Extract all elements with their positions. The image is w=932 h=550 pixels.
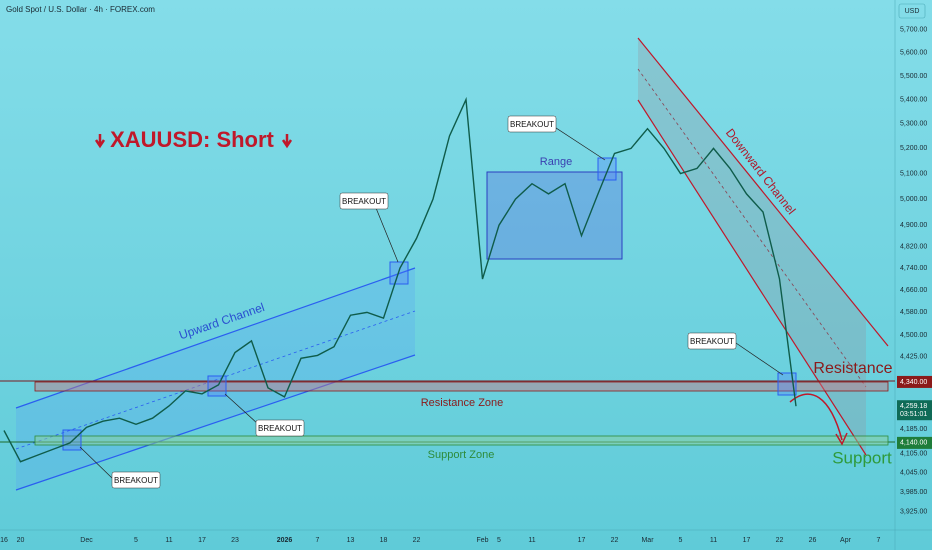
x-tick-label: Dec [80, 537, 93, 544]
x-tick-label: 7 [877, 537, 881, 544]
y-tick-label: 4,185.00 [900, 426, 927, 433]
price-tag [897, 436, 932, 449]
callout-connectors [79, 125, 784, 479]
y-tick-label: 5,000.00 [900, 196, 927, 203]
price-tag [897, 375, 932, 388]
down-arrow-icon [94, 134, 106, 149]
y-tick-label: 3,925.00 [900, 509, 927, 516]
y-tick-label: 5,500.00 [900, 73, 927, 80]
breakout-box [777, 372, 797, 396]
resistance-zone [34, 381, 889, 392]
y-tick-label: 4,660.00 [900, 287, 927, 294]
x-tick-label: 22 [776, 537, 784, 544]
headline: XAUUSD: Short [110, 127, 274, 152]
y-tick-label: 5,600.00 [900, 50, 927, 57]
x-tick-label: 13 [347, 537, 355, 544]
channel-line [15, 354, 416, 491]
x-tick-label: 22 [413, 537, 421, 544]
callout-label: BREAKOUT [342, 197, 386, 206]
x-tick-label: 7 [316, 537, 320, 544]
x-tick-label: Feb [476, 537, 488, 544]
y-tick-label: 4,820.00 [900, 243, 927, 250]
callout-label: BREAKOUT [510, 120, 554, 129]
channel-line [637, 99, 867, 456]
chart-title: Gold Spot / U.S. Dollar · 4h · FOREX.com [6, 5, 155, 14]
x-tick-label: 20 [17, 537, 25, 544]
channel-midline [637, 68, 867, 388]
x-tick-label: 11 [710, 537, 717, 544]
x-tick-label: 18 [380, 537, 388, 544]
y-tick-label: 4,500.00 [900, 332, 927, 339]
price-tag-label: 4,140.00 [900, 440, 927, 447]
x-tick-label: 5 [679, 537, 683, 544]
channel-line [637, 37, 889, 347]
x-tick-label: 17 [578, 537, 586, 544]
callout-label: BREAKOUT [690, 337, 734, 346]
breakout-box [62, 429, 82, 451]
x-tick-label: Mar [641, 537, 654, 544]
x-tick-label: 23 [231, 537, 239, 544]
y-tick-label: 5,300.00 [900, 121, 927, 128]
projection-arrow [789, 393, 843, 441]
zone-label: Resistance Zone [421, 397, 504, 409]
downward-channel-fill [638, 38, 866, 455]
price-tag-label: 4,340.00 [900, 379, 927, 386]
currency-box [898, 3, 926, 19]
support-zone [34, 435, 889, 446]
callout-label: BREAKOUT [258, 424, 302, 433]
callouts [111, 115, 737, 489]
callout-label: BREAKOUT [114, 476, 158, 485]
channel-line [15, 267, 416, 409]
y-tick-label: 4,105.00 [900, 451, 927, 458]
x-tick-label: 2026 [277, 537, 293, 544]
arrow-head [835, 432, 848, 446]
y-tick-label: 5,200.00 [900, 145, 927, 152]
y-tick-label: 4,425.00 [900, 354, 927, 361]
channel-midline [15, 310, 416, 450]
x-tick-label: 26 [809, 537, 817, 544]
x-tick-label: Apr [840, 537, 852, 544]
x-tick-label: 5 [497, 537, 501, 544]
y-tick-label: 4,045.00 [900, 470, 927, 477]
currency: USD [905, 8, 920, 15]
x-tick-label: 22 [611, 537, 619, 544]
down-arrow-icon [281, 134, 293, 149]
range-box [486, 171, 623, 260]
y-tick-label: 4,900.00 [900, 222, 927, 229]
y-tick-label: 4,580.00 [900, 309, 927, 316]
zone-label: Support Zone [428, 449, 495, 461]
x-tick-label: 17 [743, 537, 751, 544]
x-tick-label: 17 [198, 537, 206, 544]
y-tick-label: 5,700.00 [900, 27, 927, 34]
resistance-label: Resistance [813, 360, 892, 377]
price-tag-label: 4,259.18 [900, 403, 927, 410]
y-tick-label: 4,740.00 [900, 265, 927, 272]
y-tick-label: 3,985.00 [900, 489, 927, 496]
y-tick-label: 5,100.00 [900, 170, 927, 177]
x-tick-label: 11 [165, 537, 172, 544]
x-tick-label: 5 [134, 537, 138, 544]
x-tick-label: 16 [0, 537, 8, 544]
price-line [3, 96, 797, 463]
countdown: 03:51:01 [900, 411, 927, 418]
support-label: Support [832, 448, 892, 467]
price-tag [897, 400, 932, 421]
x-tick-label: 11 [528, 537, 535, 544]
breakout-box [597, 157, 617, 181]
upward-channel-fill [16, 268, 415, 490]
range-label: Range [540, 156, 572, 168]
y-tick-label: 5,400.00 [900, 96, 927, 103]
